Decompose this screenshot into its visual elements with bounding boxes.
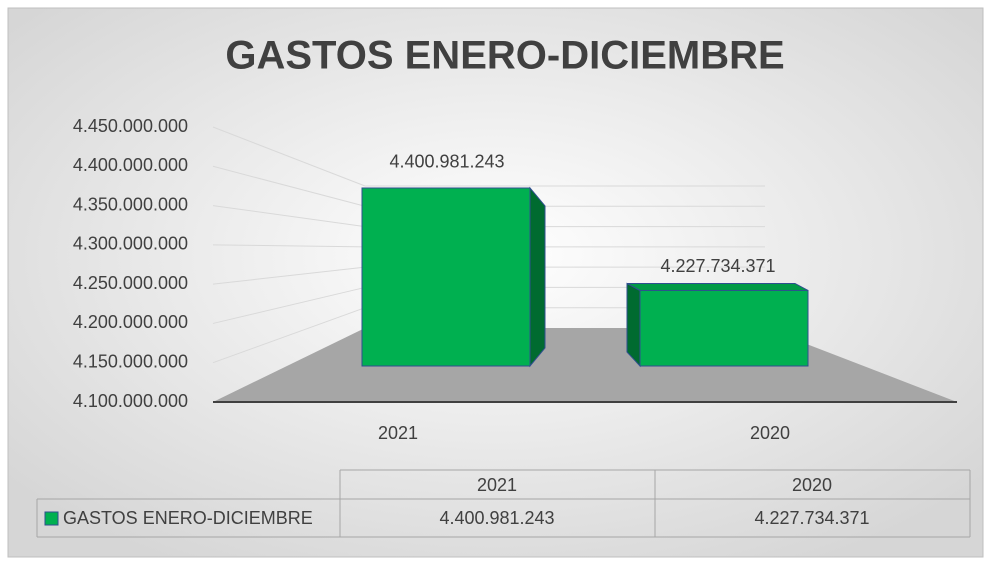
bar: [639, 289, 809, 367]
data-label: 4.227.734.371: [660, 256, 775, 276]
bar-top: [626, 282, 809, 291]
legend-swatch: [44, 511, 59, 526]
table-header: 2021: [477, 475, 517, 495]
y-tick-label: 4.150.000.000: [73, 351, 188, 371]
x-tick-label: 2020: [750, 423, 790, 443]
bar-side: [626, 282, 641, 368]
grid-line: [212, 266, 366, 285]
y-tick-label: 4.350.000.000: [73, 194, 188, 214]
table-header: 2020: [792, 475, 832, 495]
grid-line: [212, 286, 366, 324]
grid-line: [212, 244, 366, 248]
data-label: 4.400.981.243: [389, 152, 504, 172]
grid-line: [212, 205, 366, 228]
grid-line: [212, 126, 366, 187]
y-tick-label: 4.450.000.000: [73, 116, 188, 136]
bar-side: [529, 186, 546, 368]
legend-label: GASTOS ENERO-DICIEMBRE: [63, 508, 313, 528]
y-tick-label: 4.200.000.000: [73, 312, 188, 332]
y-tick-label: 4.250.000.000: [73, 273, 188, 293]
grid-line: [212, 307, 366, 364]
table-value: 4.227.734.371: [754, 508, 869, 528]
y-tick-label: 4.100.000.000: [73, 391, 188, 411]
table-value: 4.400.981.243: [439, 508, 554, 528]
y-tick-label: 4.300.000.000: [73, 234, 188, 254]
y-tick-label: 4.400.000.000: [73, 155, 188, 175]
grid-line: [212, 165, 366, 207]
x-tick-label: 2021: [378, 423, 418, 443]
bar: [361, 187, 531, 367]
chart-title: GASTOS ENERO-DICIEMBRE: [225, 34, 784, 78]
